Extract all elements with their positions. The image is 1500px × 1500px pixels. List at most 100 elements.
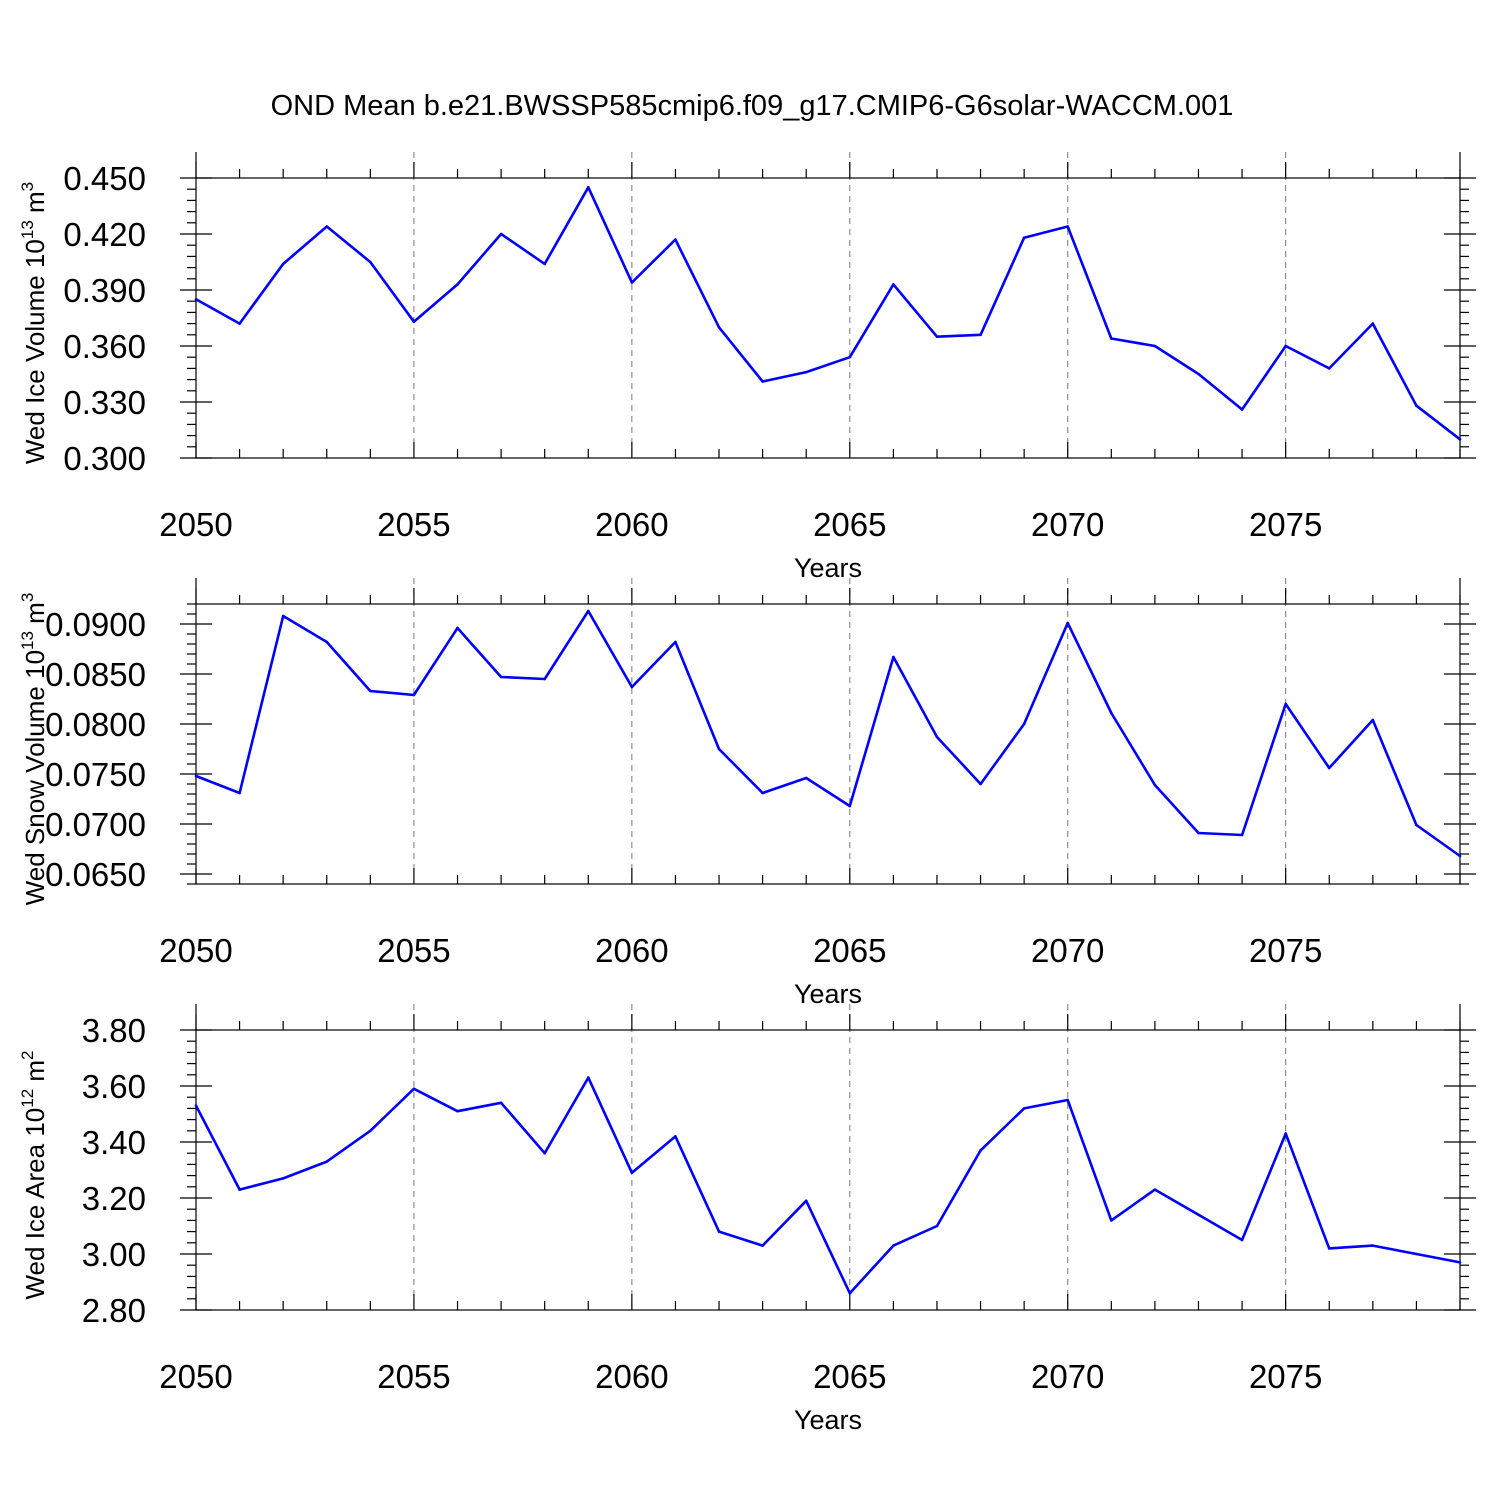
ice-volume-x-tick-label: 2075 — [1249, 506, 1322, 543]
ice-volume-data-point — [543, 262, 546, 266]
ice-area-y-tick-label: 3.00 — [82, 1236, 146, 1273]
snow-volume-data-point — [1327, 766, 1331, 770]
snow-volume-data-point — [1110, 711, 1113, 715]
ice-area-plot-frame — [195, 1029, 1461, 1311]
snow-volume-data-point — [412, 693, 416, 697]
ice-area-data-point — [1197, 1213, 1200, 1217]
snow-volume-data-point — [630, 685, 634, 689]
ice-volume-data-point — [761, 380, 764, 383]
snow-volume-data-point — [456, 626, 459, 630]
snow-volume-plot-frame — [195, 603, 1461, 885]
snow-volume-data-point — [1415, 823, 1418, 827]
ice-volume-data-point — [1110, 337, 1113, 340]
ice-volume-data-point — [1327, 367, 1331, 370]
snow-volume-data-point — [1458, 854, 1462, 858]
ice-area-data-point — [1240, 1238, 1244, 1242]
ice-area-data-point — [761, 1244, 764, 1247]
ice-area-data-point — [194, 1104, 198, 1107]
ice-volume-data-point — [325, 225, 329, 228]
ice-area-data-point — [1153, 1188, 1157, 1191]
ice-area-y-tick-label: 3.40 — [82, 1124, 146, 1161]
ice-area-x-tick-label: 2065 — [813, 1358, 886, 1395]
ice-volume-y-tick-label: 0.330 — [63, 384, 146, 421]
ice-volume-data-point — [499, 232, 503, 236]
ice-area-data-point — [630, 1171, 634, 1175]
snow-volume-x-tick-label: 2050 — [159, 932, 232, 969]
snow-volume-data-point — [848, 804, 852, 808]
ice-volume-data-point — [1240, 408, 1244, 411]
panel-snow-volume: 0.0650 0.0700 0.0750 0.0800 0.0850 0.0900 2050… — [18, 578, 1476, 1009]
ice-area-data-point — [1110, 1219, 1113, 1222]
ice-area-series-line — [194, 1076, 1461, 1295]
snow-volume-data-point — [543, 677, 546, 681]
snow-volume-data-point — [717, 747, 721, 751]
snow-volume-y-tick-label: 0.0650 — [45, 856, 146, 893]
snow-volume-data-point — [892, 655, 895, 659]
ice-area-data-point — [1022, 1107, 1026, 1110]
ice-area-x-tick-label: 2055 — [377, 1358, 450, 1395]
ice-volume-y-axis-title: Wed Ice Volume 1013 m3 — [18, 182, 50, 464]
snow-volume-data-point — [804, 776, 808, 780]
panel-ice-volume: 0.300 0.330 0.360 0.390 0.420 0.450 2050 2055 20… — [18, 152, 1476, 583]
ice-volume-data-point — [1022, 236, 1026, 240]
ice-volume-data-point — [1153, 344, 1157, 348]
ice-volume-x-axis-title: Years — [794, 553, 862, 583]
ice-volume-x-tick-label: 2070 — [1031, 506, 1104, 543]
snow-volume-data-point — [1371, 718, 1375, 722]
ice-volume-series-line — [195, 186, 1461, 441]
snow-volume-data-point — [1022, 722, 1026, 726]
snow-volume-data-point — [369, 689, 372, 693]
ice-area-y-tick-label: 3.80 — [82, 1012, 146, 1049]
snow-volume-data-point — [238, 791, 241, 795]
ice-volume-x-tick-label: 2055 — [377, 506, 450, 543]
ice-area-data-point — [935, 1224, 939, 1228]
ice-volume-data-point — [674, 238, 677, 241]
ice-area-data-point — [543, 1151, 546, 1155]
ice-area-data-point — [1327, 1247, 1331, 1250]
snow-volume-data-point — [1197, 831, 1200, 835]
ice-area-y-tick-label: 2.80 — [82, 1292, 146, 1329]
ice-area-x-tick-label: 2070 — [1031, 1358, 1104, 1395]
ice-volume-data-point — [1066, 225, 1070, 228]
snow-volume-y-tick-label: 0.0700 — [45, 806, 146, 843]
ice-area-data-point — [804, 1199, 808, 1203]
ice-volume-data-point — [717, 326, 721, 329]
snow-volume-data-point — [1066, 621, 1070, 625]
ice-volume-plot-frame — [195, 177, 1461, 459]
ice-area-data-point — [412, 1087, 416, 1091]
snow-volume-data-point — [281, 614, 285, 618]
snow-volume-x-tick-label: 2060 — [595, 932, 668, 969]
ice-area-data-point — [1284, 1132, 1287, 1135]
chart-title: OND Mean b.e21.BWSSP585cmip6.f09_g17.CMI… — [271, 90, 1234, 122]
ice-area-x-tick-label: 2050 — [159, 1358, 232, 1395]
snow-volume-data-point — [935, 735, 939, 739]
ice-volume-x-tick-label: 2065 — [813, 506, 886, 543]
ice-volume-y-tick-label: 0.300 — [63, 440, 146, 477]
ice-volume-data-point — [804, 370, 808, 374]
snow-volume-data-point — [499, 675, 503, 679]
ice-area-data-point — [892, 1244, 895, 1247]
ice-volume-data-point — [1197, 372, 1200, 376]
snow-volume-data-point — [761, 791, 764, 795]
ice-volume-data-point — [412, 320, 416, 324]
snow-volume-data-point — [979, 782, 982, 786]
ice-volume-data-point — [630, 281, 634, 284]
ice-volume-y-tick-label: 0.360 — [63, 328, 146, 365]
snow-volume-x-axis-title: Years — [794, 979, 862, 1009]
ice-area-data-point — [1371, 1244, 1375, 1247]
snow-volume-y-tick-label: 0.0850 — [45, 656, 146, 693]
ice-area-data-point — [848, 1291, 852, 1295]
ice-area-x-axis-title: Years — [794, 1405, 862, 1435]
ice-volume-y-tick-label: 0.450 — [63, 160, 146, 197]
ice-area-data-point — [717, 1230, 721, 1233]
snow-volume-y-axis-title: Wed Snow Volume 1013 m3 — [18, 593, 50, 906]
ice-area-data-point — [674, 1135, 677, 1138]
snow-volume-series-line — [195, 609, 1461, 858]
snow-volume-y-tick-label: 0.0750 — [45, 756, 146, 793]
snow-volume-data-point — [194, 774, 198, 778]
ice-volume-y-tick-label: 0.420 — [63, 216, 146, 253]
ice-volume-data-point — [892, 283, 895, 286]
snow-volume-x-tick-label: 2055 — [377, 932, 450, 969]
ice-volume-data-point — [1415, 404, 1418, 408]
ice-area-data-point — [238, 1188, 241, 1191]
